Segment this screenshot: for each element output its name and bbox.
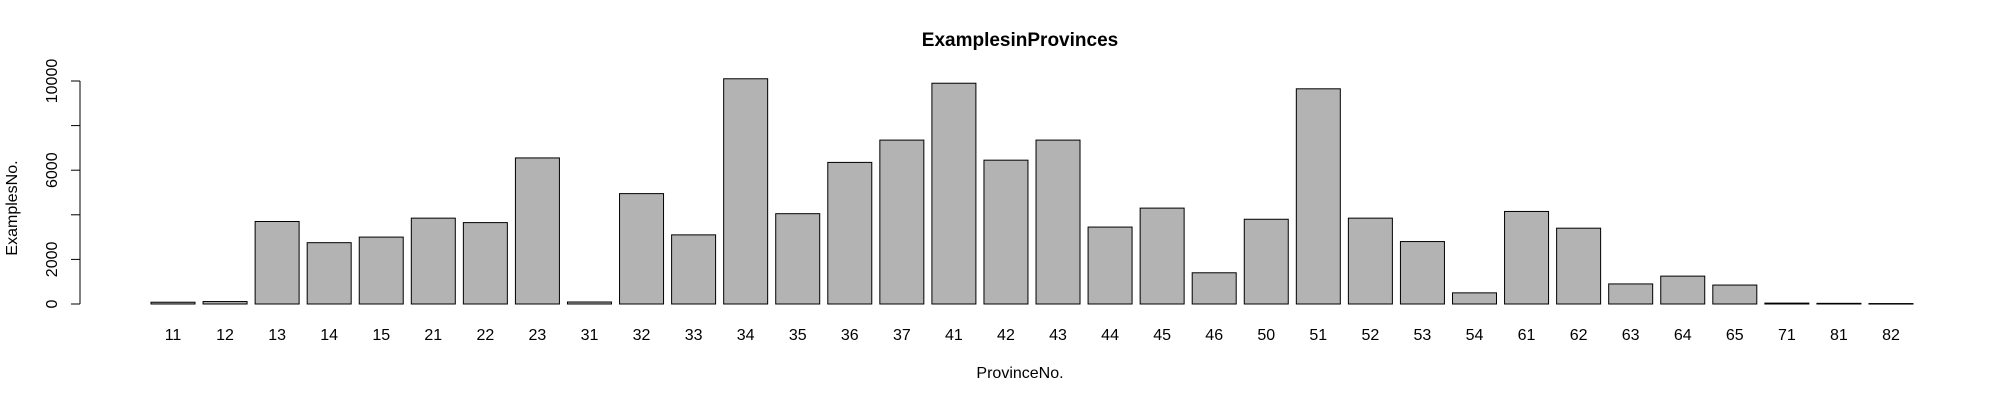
x-tick-label: 51 — [1309, 327, 1327, 344]
x-tick-label: 32 — [633, 327, 651, 344]
bar-32 — [619, 193, 665, 305]
bar-21 — [410, 217, 456, 305]
bar-13 — [254, 220, 300, 305]
x-tick-label: 63 — [1622, 327, 1640, 344]
x-tick-label: 33 — [685, 327, 703, 344]
x-tick-labels: 11 12 13 14 15 21 22 23 31 32 33 34 35 36 37 41 42 43 44 45… — [165, 327, 1900, 344]
bar-63 — [1608, 283, 1654, 305]
x-tick-label: 22 — [476, 327, 494, 344]
x-tick-label: 14 — [320, 327, 338, 344]
x-tick-label: 41 — [945, 327, 963, 344]
bar-33 — [671, 234, 717, 305]
bar-64 — [1660, 275, 1706, 305]
x-tick-label: 42 — [997, 327, 1015, 344]
bar-31 — [566, 301, 612, 305]
x-tick-label: 31 — [581, 327, 599, 344]
bar-50 — [1243, 218, 1289, 305]
bar-35 — [775, 213, 821, 305]
bar-61 — [1504, 210, 1550, 305]
bar-71 — [1764, 302, 1810, 305]
bar-12 — [202, 301, 248, 305]
x-tick-label: 50 — [1257, 327, 1275, 344]
bar-46 — [1191, 272, 1237, 305]
x-tick-label: 21 — [424, 327, 442, 344]
x-tick-label: 36 — [841, 327, 859, 344]
x-tick-label: 35 — [789, 327, 807, 344]
x-tick-label: 61 — [1518, 327, 1536, 344]
y-tick-label: 6000 — [44, 152, 61, 188]
y-tick-label: 2000 — [44, 242, 61, 278]
x-axis-label: ProvinceNo. — [976, 365, 1063, 382]
chart-title: ExamplesinProvinces — [922, 30, 1118, 51]
bar-15 — [358, 236, 404, 305]
x-tick-label: 11 — [165, 327, 182, 344]
bar-43 — [1035, 139, 1081, 305]
bar-14 — [306, 242, 352, 305]
bar-65 — [1712, 284, 1758, 305]
bar-53 — [1399, 241, 1445, 305]
x-tick-label: 37 — [893, 327, 911, 344]
x-tick-label: 23 — [529, 327, 547, 344]
x-tick-label: 34 — [737, 327, 755, 344]
x-tick-label: 45 — [1153, 327, 1171, 344]
x-tick-label: 81 — [1830, 327, 1848, 344]
bar-44 — [1087, 226, 1133, 305]
bar-62 — [1556, 227, 1602, 305]
bar-36 — [827, 161, 873, 305]
x-tick-label: 13 — [268, 327, 286, 344]
bar-81 — [1816, 302, 1862, 305]
x-tick-label: 15 — [372, 327, 390, 344]
x-tick-label: 43 — [1049, 327, 1067, 344]
x-tick-label: 54 — [1466, 327, 1484, 344]
bar-82 — [1868, 303, 1914, 305]
bar-22 — [462, 222, 508, 305]
bar-34 — [723, 78, 769, 305]
x-tick-label: 44 — [1101, 327, 1119, 344]
x-tick-label: 65 — [1726, 327, 1744, 344]
bar-54 — [1452, 292, 1497, 305]
bar-51 — [1295, 88, 1341, 305]
x-tick-label: 46 — [1205, 327, 1223, 344]
x-tick-label: 71 — [1778, 327, 1796, 344]
bar-11 — [150, 301, 196, 305]
bar-42 — [983, 159, 1029, 305]
x-tick-label: 52 — [1361, 327, 1379, 344]
bar-52 — [1347, 217, 1393, 305]
x-tick-label: 82 — [1882, 327, 1900, 344]
x-tick-label: 12 — [216, 327, 234, 344]
y-axis: 0 2000 6000 10000 — [44, 59, 81, 308]
bars — [150, 78, 1914, 305]
y-tick-label: 0 — [44, 299, 61, 308]
y-tick-label: 10000 — [44, 59, 61, 104]
bar-37 — [879, 139, 925, 305]
bar-45 — [1139, 207, 1185, 305]
x-tick-label: 62 — [1570, 327, 1588, 344]
x-tick-label: 53 — [1414, 327, 1432, 344]
x-tick-label: 64 — [1674, 327, 1692, 344]
bar-23 — [514, 157, 560, 305]
bar-41 — [931, 82, 977, 305]
y-axis-label: ExamplesNo. — [4, 160, 21, 255]
